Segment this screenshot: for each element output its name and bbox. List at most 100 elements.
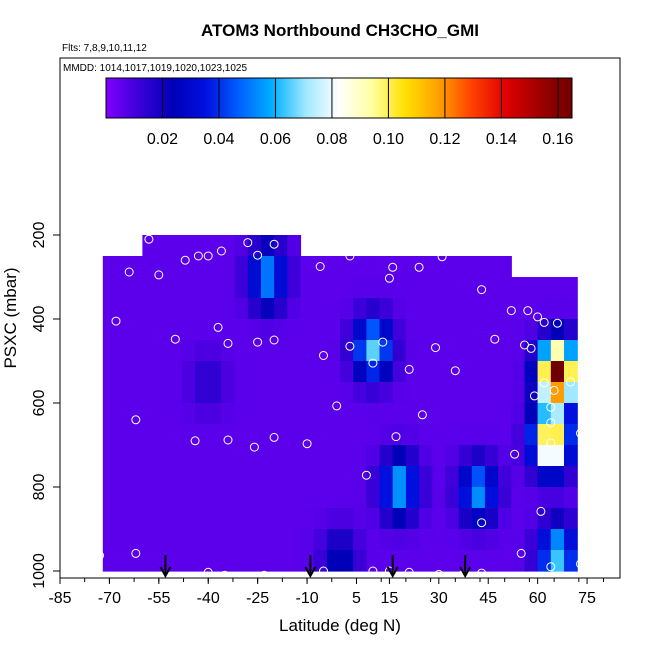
heatmap-cell: [129, 403, 143, 425]
heatmap-cell: [353, 319, 367, 341]
observation-point: [539, 378, 549, 388]
heatmap-cell: [155, 256, 170, 278]
heatmap-cell: [484, 529, 499, 551]
heatmap-cell: [181, 382, 196, 404]
heatmap-cell: [550, 403, 565, 425]
heatmap-cell: [102, 319, 117, 341]
heatmap-cell: [405, 277, 420, 299]
heatmap-cell: [300, 256, 315, 278]
heatmap-cell: [498, 340, 512, 362]
heatmap-cell: [142, 298, 157, 320]
heatmap-cell: [550, 277, 565, 299]
heatmap-cell: [234, 361, 249, 383]
observation-point: [546, 438, 556, 448]
dates-label: MMDD: 1014,1017,1019,1020,1023,1025: [63, 63, 247, 74]
heatmap-cell: [471, 529, 486, 551]
heatmap-cell: [155, 403, 170, 425]
heatmap-cell: [340, 508, 354, 530]
heatmap-cell: [392, 382, 407, 404]
heatmap-cell: [274, 550, 288, 572]
heatmap-cell: [168, 235, 183, 257]
heatmap-cell: [392, 487, 407, 509]
colorbar-tick-label: 0.04: [203, 131, 234, 148]
heatmap-cell: [102, 403, 117, 425]
heatmap-cell: [537, 508, 552, 530]
heatmap-cell: [564, 277, 578, 299]
heatmap-cell: [432, 403, 446, 425]
heatmap-cell: [287, 382, 302, 404]
heatmap-cell: [142, 424, 157, 446]
heatmap-cell: [392, 319, 407, 341]
heatmap-cell: [181, 298, 196, 320]
heatmap-cell: [524, 529, 539, 551]
heatmap-cell: [102, 298, 117, 320]
heatmap-cell: [537, 403, 552, 425]
x-axis: -85 -70 -55 -40 -25 -10 5 15 30 45 60 75: [48, 578, 605, 607]
heatmap-cell: [208, 382, 222, 404]
heatmap-cell: [564, 382, 578, 404]
heatmap-cell: [445, 487, 460, 509]
heatmap-cell: [405, 466, 420, 488]
heatmap-cell: [234, 298, 249, 320]
heatmap-cell: [537, 382, 552, 404]
heatmap-cell: [181, 340, 196, 362]
heatmap-cell: [564, 340, 578, 362]
observation-point: [124, 267, 134, 277]
heatmap-cell: [274, 508, 288, 530]
x-tick-label: -10: [295, 590, 318, 607]
heatmap-cell: [498, 424, 512, 446]
observation-point: [477, 518, 487, 528]
heatmap-cell: [234, 508, 249, 530]
heatmap-cell: [484, 445, 499, 467]
heatmap-cell: [564, 529, 578, 551]
heatmap-cell: [340, 277, 354, 299]
observation-point: [384, 273, 394, 283]
observation-point: [315, 262, 325, 271]
observation-point: [144, 234, 154, 244]
heatmap-cell: [353, 508, 367, 530]
heatmap-cell: [564, 424, 578, 446]
heatmap-cell: [419, 550, 433, 572]
heatmap-cell: [102, 382, 117, 404]
heatmap-cell: [564, 487, 578, 509]
heatmap-cell: [234, 382, 249, 404]
observation-point: [203, 567, 213, 577]
heatmap-cell: [392, 361, 407, 383]
observation-point: [243, 238, 253, 248]
heatmap-cell: [340, 466, 354, 488]
heatmap-cell: [445, 277, 460, 299]
x-tick-label: 15: [381, 590, 399, 607]
heatmap-cell: [181, 319, 196, 341]
heatmap-cell: [181, 277, 196, 299]
heatmap-cell: [168, 466, 183, 488]
colorbar-tick-label: 0.12: [429, 131, 460, 148]
heatmap-cell: [366, 529, 381, 551]
heatmap-cell: [445, 340, 460, 362]
heatmap-cell: [116, 529, 130, 551]
heatmap-cell: [102, 508, 117, 530]
heatmap-cell: [471, 361, 486, 383]
heatmap-cell: [326, 508, 341, 530]
heatmap-cell: [155, 235, 170, 257]
observation-point: [190, 436, 200, 446]
heatmap-cell: [195, 256, 209, 278]
heatmap-cell: [419, 277, 433, 299]
x-tick-label: 60: [529, 590, 547, 607]
observation-point: [216, 246, 226, 256]
heatmap-cell: [274, 403, 288, 425]
heatmap-cell: [471, 340, 486, 362]
heatmap-cell: [432, 550, 446, 572]
heatmap-cell: [366, 403, 381, 425]
heatmap-cell: [260, 403, 275, 425]
heatmap-cell: [129, 508, 143, 530]
heatmap-cell: [116, 466, 130, 488]
heatmap-cell: [550, 340, 565, 362]
heatmap-cell: [432, 487, 446, 509]
heatmap-cell: [168, 340, 183, 362]
heatmap-cell: [458, 340, 473, 362]
observation-point: [345, 251, 355, 261]
heatmap-cell: [326, 403, 341, 425]
heatmap-cell: [419, 256, 433, 278]
heatmap-cell: [471, 508, 486, 530]
